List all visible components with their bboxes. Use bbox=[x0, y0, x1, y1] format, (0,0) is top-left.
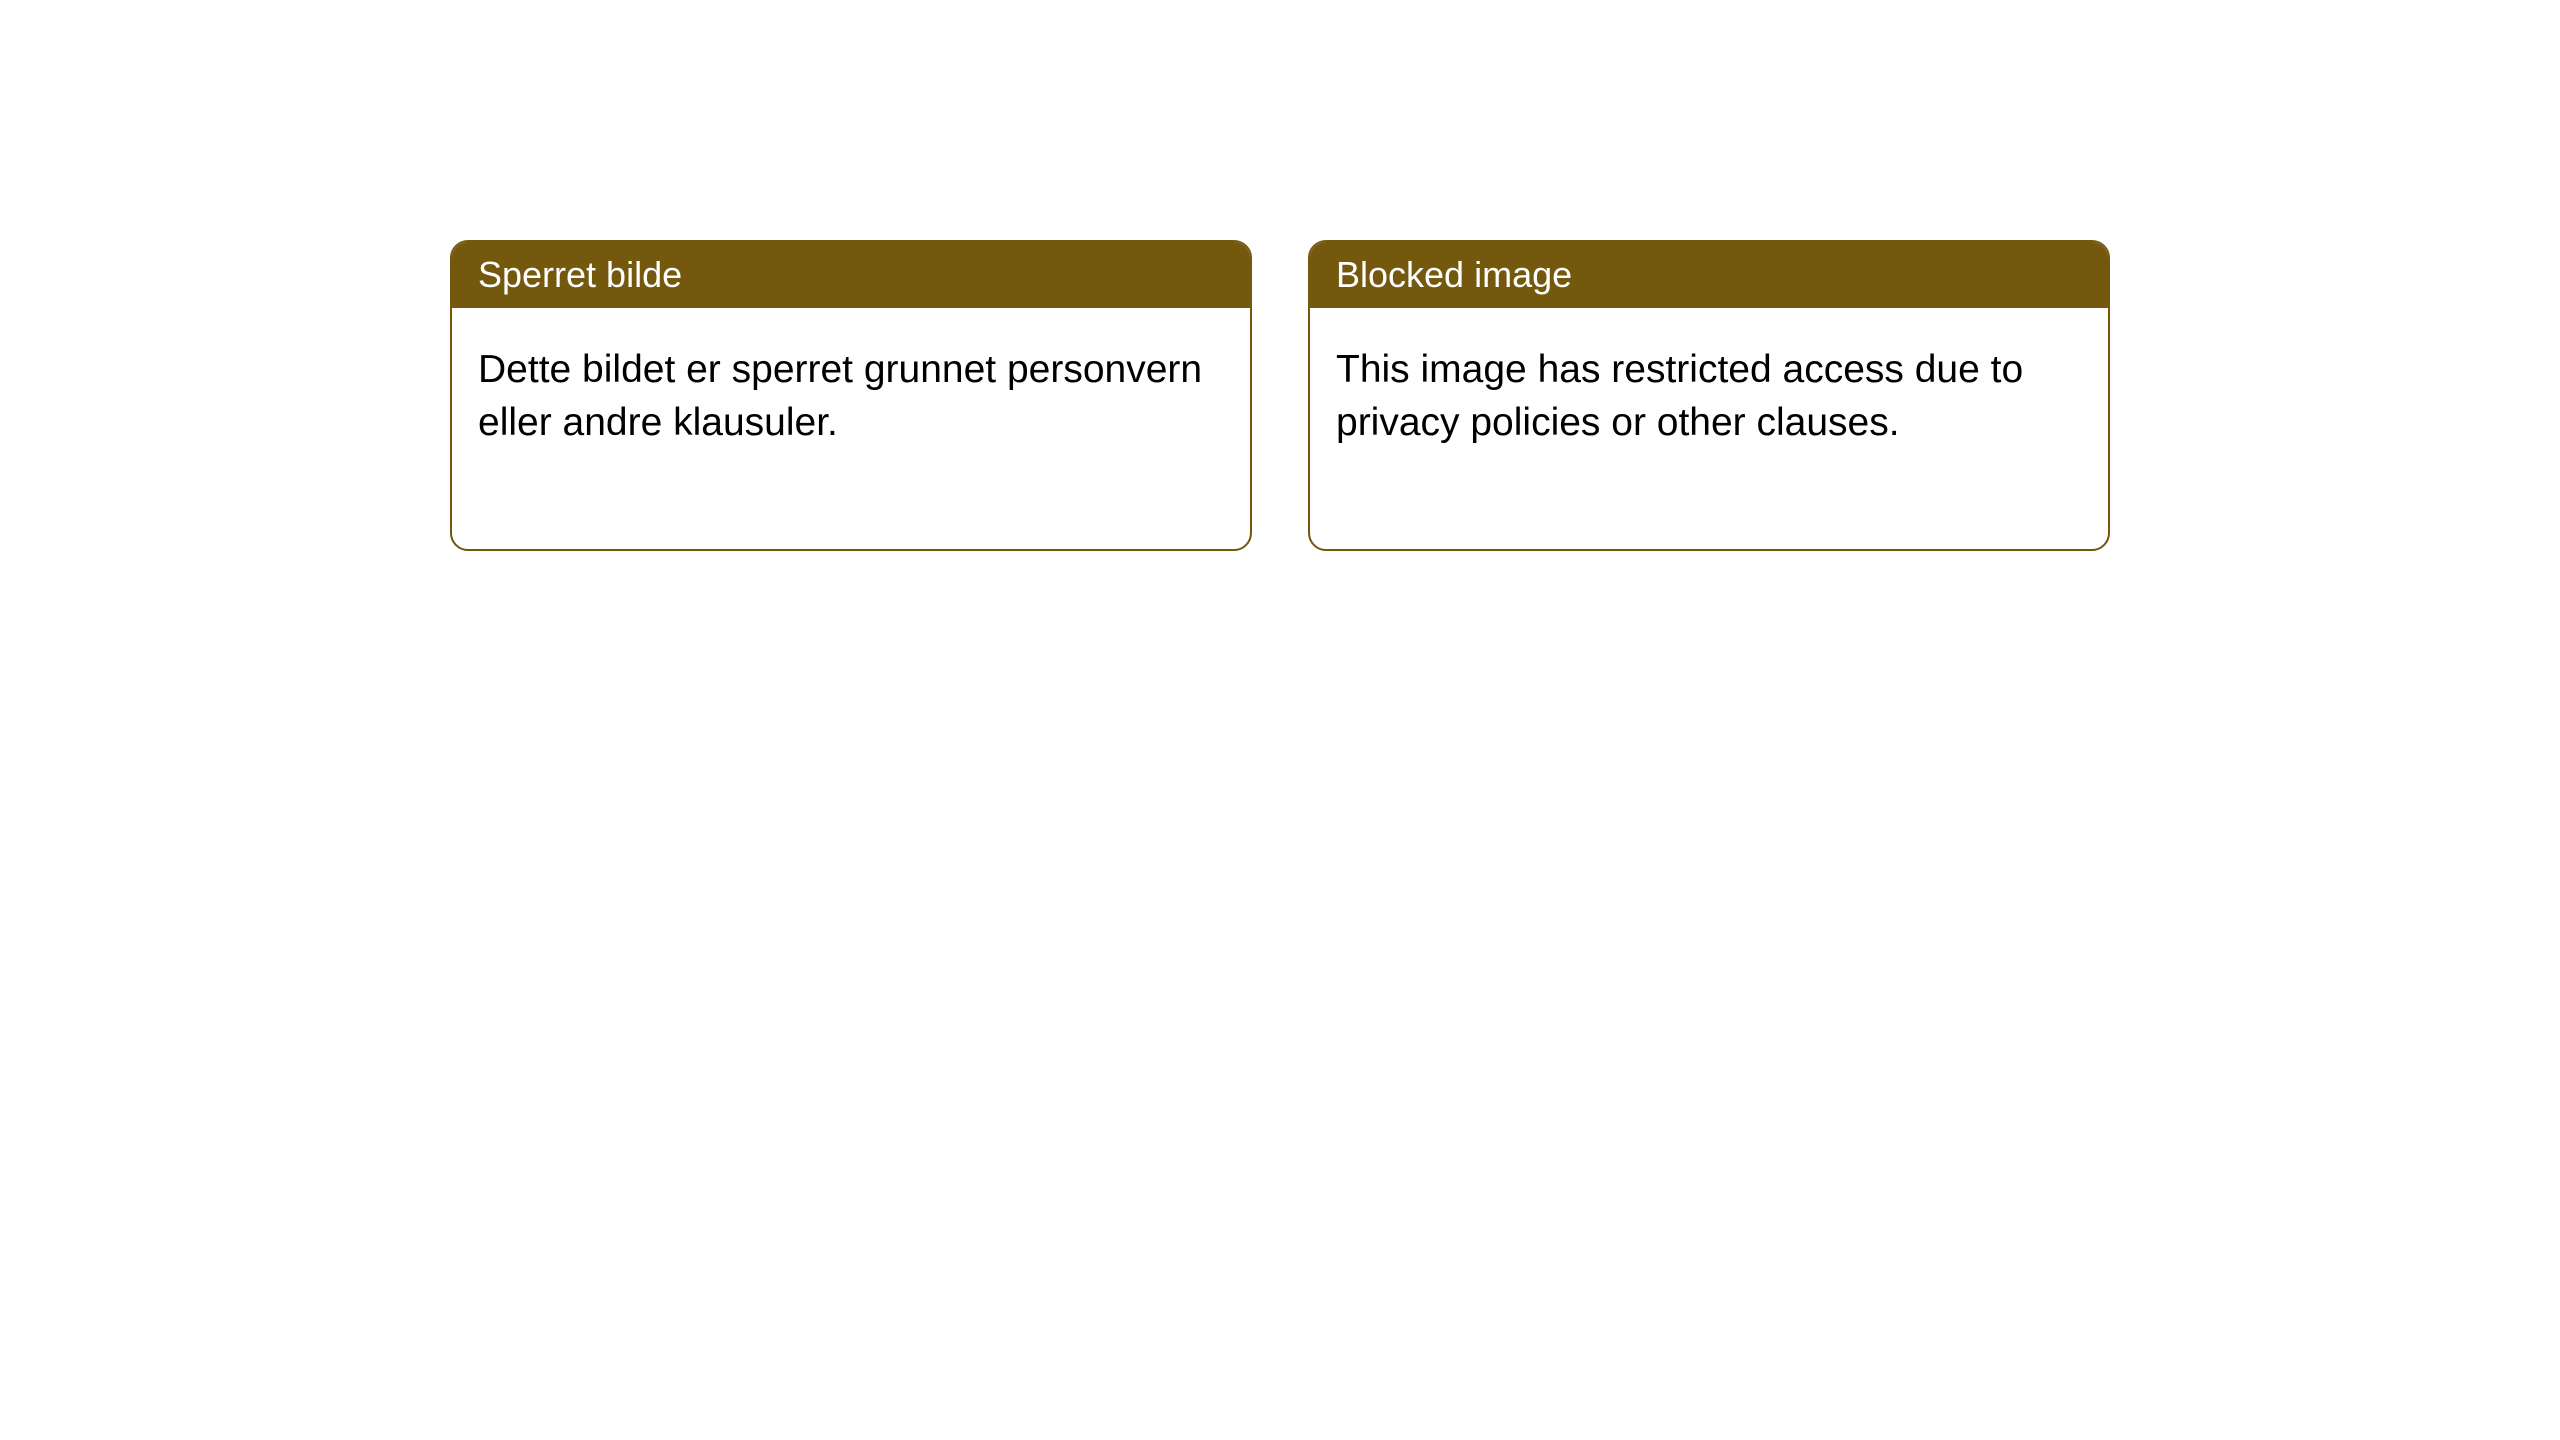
notice-card-english: Blocked image This image has restricted … bbox=[1308, 240, 2110, 551]
notice-title-norwegian: Sperret bilde bbox=[452, 242, 1250, 308]
notice-title-english: Blocked image bbox=[1310, 242, 2108, 308]
notice-body-norwegian: Dette bildet er sperret grunnet personve… bbox=[452, 308, 1250, 549]
notice-body-english: This image has restricted access due to … bbox=[1310, 308, 2108, 549]
notice-container: Sperret bilde Dette bildet er sperret gr… bbox=[0, 0, 2560, 551]
notice-card-norwegian: Sperret bilde Dette bildet er sperret gr… bbox=[450, 240, 1252, 551]
